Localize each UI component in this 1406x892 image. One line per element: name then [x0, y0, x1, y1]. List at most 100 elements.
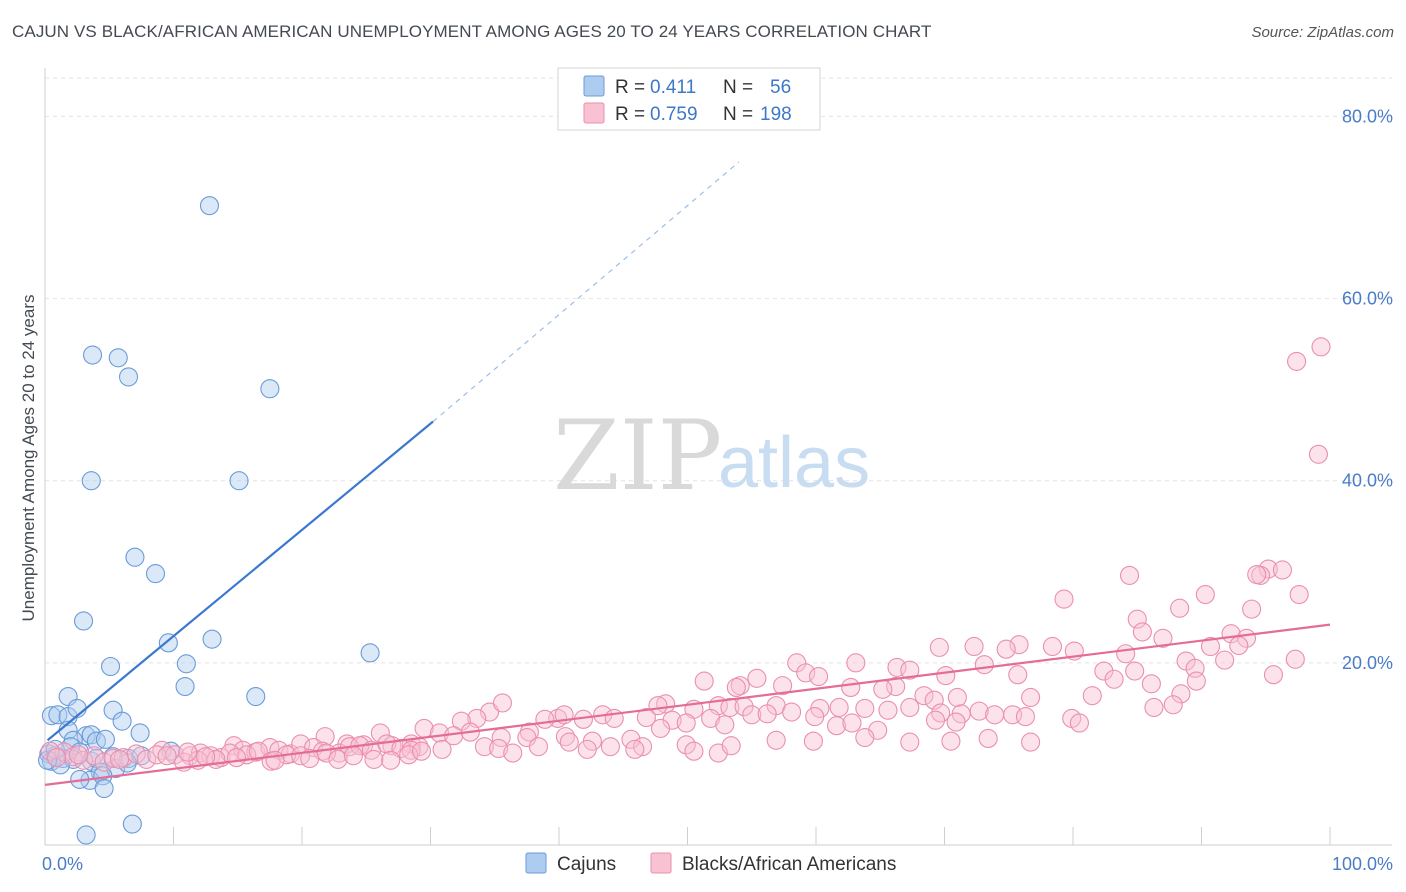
- point-blacks-169: [248, 741, 268, 761]
- point-blacks-94: [676, 713, 696, 733]
- point-blacks-16: [1132, 622, 1152, 642]
- legend-n-label-blacks: N =: [723, 104, 753, 125]
- point-blacks-65: [829, 697, 849, 718]
- point-blacks-1: [1287, 351, 1307, 371]
- point-cajuns-12: [360, 643, 380, 663]
- point-blacks-10: [1054, 589, 1074, 609]
- point-blacks-92: [636, 707, 656, 728]
- point-blacks-180: [411, 741, 432, 761]
- point-blacks-107: [429, 723, 450, 743]
- point-blacks-114: [621, 729, 641, 749]
- legend-bottom: Cajuns Blacks/African Americans: [525, 852, 896, 875]
- point-blacks-99: [805, 707, 825, 727]
- point-blacks-183: [74, 750, 94, 770]
- point-blacks-143: [978, 728, 998, 748]
- point-cajuns-30: [95, 729, 115, 749]
- chart-title: CAJUN VS BLACK/AFRICAN AMERICAN UNEMPLOY…: [12, 22, 932, 41]
- point-blacks-20: [996, 639, 1016, 659]
- point-blacks-138: [766, 730, 786, 750]
- trend-line-cajuns: [46, 420, 434, 742]
- legend-r-label-cajuns: R =: [615, 77, 645, 98]
- point-cajuns-25: [76, 726, 96, 746]
- point-blacks-76: [1069, 713, 1089, 733]
- trend-line-blacks: [44, 623, 1331, 786]
- point-cajuns-16: [246, 687, 266, 707]
- point-blacks-48: [841, 677, 861, 697]
- legend-n-value-cajuns: 56: [770, 77, 791, 98]
- point-blacks-27: [1285, 649, 1305, 669]
- point-blacks-78: [648, 696, 668, 716]
- point-blacks-129: [528, 737, 548, 757]
- point-cajuns-0: [199, 196, 220, 216]
- point-blacks-101: [842, 713, 862, 733]
- point-blacks-25: [1200, 636, 1221, 657]
- point-blacks-100: [827, 716, 847, 736]
- point-blacks-60: [1163, 695, 1183, 715]
- point-blacks-97: [742, 705, 762, 725]
- point-blacks-31: [1125, 661, 1145, 681]
- point-blacks-137: [721, 736, 741, 756]
- point-cajuns-26: [81, 725, 101, 745]
- point-cajuns-53: [76, 825, 96, 845]
- point-blacks-3: [1258, 559, 1278, 579]
- point-cajuns-27: [130, 723, 150, 743]
- point-blacks-131: [577, 739, 597, 759]
- watermark: ZIP atlas: [553, 400, 870, 512]
- point-blacks-6: [1247, 564, 1267, 585]
- point-blacks-103: [925, 710, 946, 730]
- point-blacks-43: [900, 660, 920, 680]
- trend-line-cajuns-extension: [432, 161, 740, 422]
- point-blacks-45: [809, 666, 829, 687]
- point-cajuns-5: [81, 471, 101, 491]
- point-blacks-125: [474, 737, 495, 757]
- point-blacks-139: [803, 731, 823, 751]
- point-blacks-95: [701, 708, 721, 728]
- legend-n-label-cajuns: N =: [723, 77, 753, 98]
- point-blacks-66: [855, 698, 875, 718]
- point-blacks-26: [1215, 650, 1235, 670]
- point-cajuns-51: [94, 778, 114, 799]
- point-cajuns-13: [176, 654, 196, 674]
- point-blacks-176: [343, 746, 363, 766]
- legend-swatch-cajuns: [583, 75, 605, 97]
- series-blacks: [40, 337, 1331, 772]
- point-blacks-9: [1195, 585, 1215, 605]
- point-blacks-111: [519, 722, 539, 742]
- point-blacks-186: [103, 748, 123, 769]
- x-tick-label-0: 0.0%: [42, 854, 83, 874]
- point-cajuns-2: [108, 348, 128, 368]
- series-cajuns: [38, 196, 380, 845]
- point-blacks-22: [929, 637, 949, 657]
- point-blacks-202: [196, 747, 216, 767]
- point-cajuns-11: [202, 629, 222, 649]
- point-blacks-189: [136, 749, 157, 769]
- point-cajuns-14: [100, 656, 121, 677]
- point-blacks-96: [715, 715, 735, 735]
- point-blacks-112: [555, 727, 575, 747]
- point-blacks-133: [625, 739, 645, 759]
- point-blacks-194: [226, 748, 247, 768]
- point-blacks-46: [747, 668, 767, 688]
- point-blacks-88: [535, 709, 555, 729]
- point-blacks-142: [941, 731, 961, 751]
- watermark-atlas: atlas: [718, 423, 870, 503]
- legend-r-value-cajuns: 0.411: [650, 77, 696, 98]
- axes: 20.0% 40.0% 60.0% 80.0% 0.0% 100.0%: [42, 68, 1393, 874]
- point-blacks-67: [878, 700, 898, 720]
- point-blacks-200: [157, 746, 177, 766]
- point-blacks-44: [796, 663, 816, 683]
- legend-top: R = 0.411 N = 56 R = 0.759 N = 198: [557, 67, 821, 131]
- x-tick-label-1: 100.0%: [1332, 854, 1393, 874]
- legend-swatch-blacks: [583, 102, 605, 124]
- point-blacks-59: [1171, 684, 1191, 704]
- point-blacks-33: [974, 655, 994, 675]
- point-blacks-61: [1144, 697, 1164, 718]
- point-blacks-51: [694, 671, 714, 691]
- point-blacks-0: [1311, 337, 1331, 357]
- point-blacks-39: [1263, 665, 1284, 685]
- point-blacks-134: [650, 718, 671, 738]
- point-cajuns-7: [125, 547, 145, 567]
- point-cajuns-3: [118, 367, 139, 387]
- point-blacks-175: [328, 749, 348, 769]
